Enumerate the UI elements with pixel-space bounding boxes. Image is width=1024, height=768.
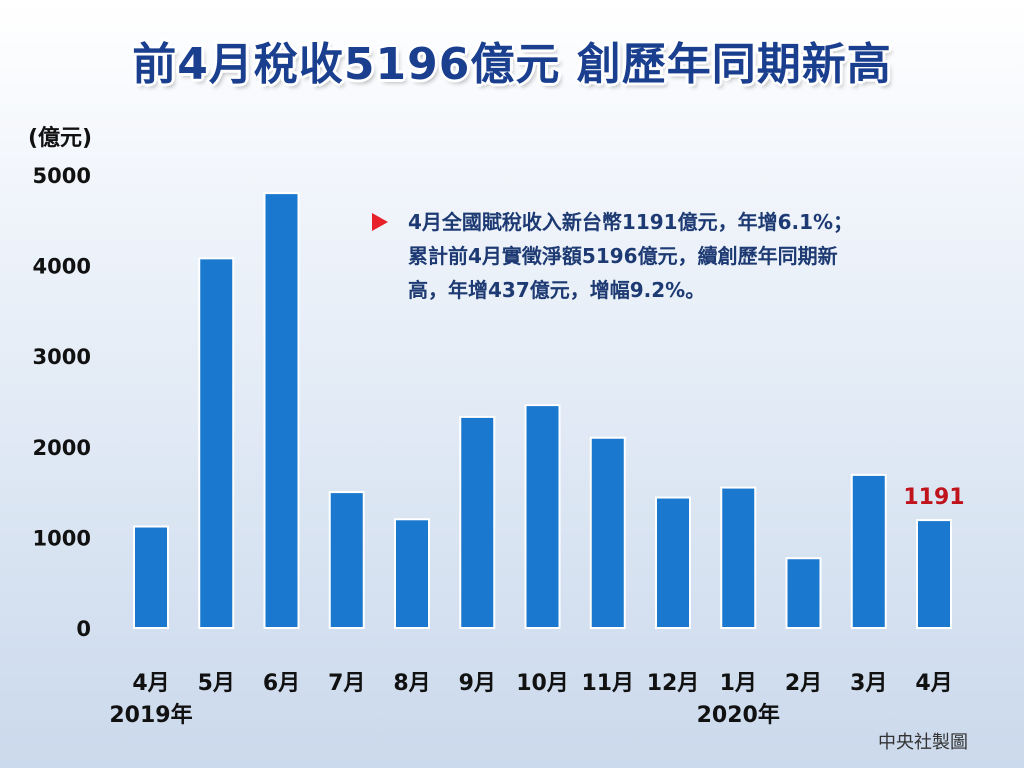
bar <box>655 496 691 630</box>
x-tick-label: 8月 <box>393 671 430 696</box>
data-label: 1191 <box>903 485 964 510</box>
bar <box>524 404 561 629</box>
x-tick-label: 2月 <box>785 671 822 696</box>
y-tick-label: 0 <box>76 617 91 641</box>
bar <box>720 486 757 629</box>
x-tick-label: 11月 <box>581 671 634 696</box>
y-tick-label: 3000 <box>33 345 91 369</box>
x-tick-label: 3月 <box>850 671 887 696</box>
y-axis-unit-label: (億元) <box>28 126 93 151</box>
bar <box>133 525 169 630</box>
year-label: 2020年 <box>697 702 780 728</box>
y-tick-label: 5000 <box>33 164 91 188</box>
annotation-note: 4月全國賦稅收入新台幣1191億元，年增6.1%； 累計前4月實徵淨額5196億… <box>372 205 942 307</box>
bar <box>850 473 887 629</box>
y-tick-label: 1000 <box>33 526 91 550</box>
bar <box>589 436 626 629</box>
x-tick-label: 6月 <box>263 671 300 696</box>
x-tick-label: 4月 <box>915 671 952 696</box>
note-line-1: 4月全國賦稅收入新台幣1191億元，年增6.1%； <box>408 210 854 234</box>
x-tick-label: 9月 <box>459 671 496 696</box>
note-line-3: 高，年增437億元，增幅9.2%。 <box>408 278 706 302</box>
credit-label: 中央社製圖 <box>878 732 968 753</box>
x-tick-label: 10月 <box>516 671 569 696</box>
arrow-icon <box>372 213 388 231</box>
y-tick-label: 2000 <box>33 436 91 460</box>
bar <box>459 415 496 630</box>
bar <box>328 491 365 629</box>
note-line-2: 累計前4月實徵淨額5196億元，續創歷年同期新 <box>408 244 838 268</box>
bar <box>916 519 952 629</box>
x-tick-label: 12月 <box>647 671 700 696</box>
x-tick-label: 5月 <box>198 671 235 696</box>
chart-title: 前4月稅收5196億元 創歷年同期新高 <box>132 39 892 90</box>
x-tick-label: 4月 <box>132 671 169 696</box>
bar <box>198 257 235 629</box>
bar <box>263 192 300 629</box>
x-tick-label: 1月 <box>720 671 757 696</box>
year-label: 2019年 <box>109 702 192 728</box>
x-tick-label: 7月 <box>328 671 365 696</box>
bar <box>394 518 430 630</box>
y-tick-label: 4000 <box>33 255 91 279</box>
bar <box>785 557 822 629</box>
